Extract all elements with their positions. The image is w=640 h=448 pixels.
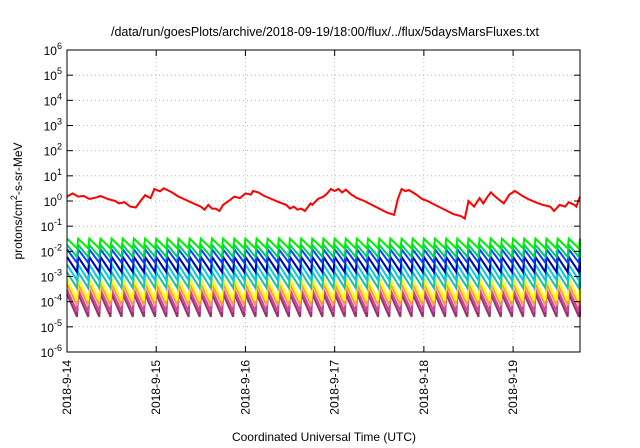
y-tick-label: 101: [44, 167, 62, 184]
x-axis: 2018-9-14 2018-9-15 2018-9-16 2018-9-17 2018…: [60, 50, 520, 415]
y-tick-label: 105: [44, 66, 62, 83]
series-line: [66, 242, 581, 260]
y-axis-label: protons/cm2-s-sr-MeV: [9, 142, 25, 259]
y-tick-label: 104: [44, 91, 62, 108]
x-tick-label: 2018-9-15: [149, 360, 163, 415]
x-tick-label: 2018-9-19: [506, 360, 520, 415]
x-tick-label: 2018-9-18: [417, 360, 431, 415]
x-tick-label: 2018-9-17: [328, 360, 342, 415]
y-tick-label: 10-6: [41, 343, 62, 360]
y-tick-label: 103: [44, 117, 62, 134]
y-tick-label: 10-4: [41, 293, 62, 310]
x-tick-label: 2018-9-16: [238, 360, 252, 415]
y-axis: 10-6 10-5 10-4 10-3 10-2 10-1 100 101 102 103 104 1…: [41, 41, 580, 360]
chart-title: /data/run/goesPlots/archive/2018-09-19/1…: [111, 25, 540, 39]
y-tick-label: 10-3: [41, 268, 62, 285]
y-tick-label: 100: [44, 192, 62, 209]
y-tick-label: 106: [44, 41, 62, 58]
series-line: [66, 187, 581, 221]
series-layer: [66, 187, 581, 318]
y-tick-label: 10-2: [41, 242, 62, 259]
x-axis-label: Coordinated Universal Time (UTC): [232, 430, 416, 444]
y-tick-label: 102: [44, 142, 62, 159]
x-tick-label: 2018-9-14: [60, 360, 74, 415]
y-tick-label: 10-1: [41, 217, 62, 234]
series-line: [66, 236, 581, 251]
y-tick-label: 10-5: [41, 318, 62, 335]
